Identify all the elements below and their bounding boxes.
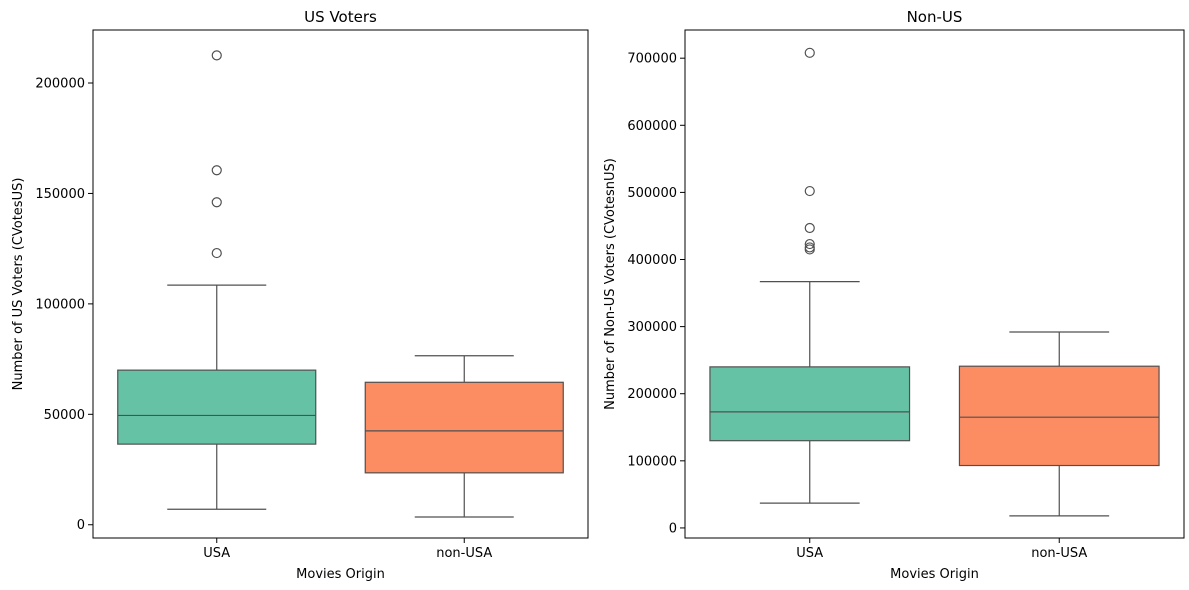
outlier-point [804, 244, 815, 255]
non-usa-box-group [958, 331, 1160, 517]
iqr-box [117, 369, 317, 445]
outlier-point [804, 47, 815, 58]
x-tick-label-non-usa: non-USA [436, 546, 492, 561]
iqr-box [364, 381, 564, 474]
non-us-voters-panel: 0 100000 200000 300000 400000 500000 600000 700… [603, 8, 1185, 582]
y-tick-label: 300000 [627, 320, 677, 335]
us-voters-panel: 0 50000 100000 150000 200000 USA non-USA US Vot… [11, 8, 589, 582]
outlier-point [804, 185, 815, 197]
y-axis-label: Number of Non-US Voters (CVotesnUS) [603, 158, 618, 410]
y-tick-label: 600000 [627, 119, 677, 134]
x-tick-label-usa: USA [203, 546, 230, 561]
y-tick-label: 150000 [35, 187, 85, 202]
outlier-point [211, 50, 222, 61]
plot-area-frame [92, 29, 589, 539]
outlier-point [804, 238, 815, 250]
iqr-box [709, 366, 911, 442]
outlier-point [211, 165, 222, 176]
y-tick-label: 200000 [35, 77, 85, 92]
x-tick-label-usa: USA [796, 546, 823, 561]
x-axis-label: Movies Origin [296, 567, 385, 582]
outlier-point [211, 247, 222, 259]
y-tick-label: 0 [77, 518, 85, 533]
y-tick-label: 100000 [35, 297, 85, 312]
usa-box-group [709, 47, 911, 504]
outlier-point [804, 242, 815, 253]
y-tick-label: 400000 [627, 253, 677, 268]
plot-area-frame [684, 29, 1185, 539]
us-voters-chart-title: US Voters [304, 8, 377, 26]
usa-box-group [117, 50, 317, 510]
y-tick-label: 0 [669, 521, 677, 536]
x-axis-label: Movies Origin [890, 567, 979, 582]
y-tick-label: 200000 [627, 387, 677, 402]
y-tick-label: 700000 [627, 52, 677, 67]
outlier-point [211, 197, 222, 208]
y-tick-label: 100000 [627, 454, 677, 469]
y-tick-label: 500000 [627, 186, 677, 201]
outlier-point [804, 222, 815, 234]
non-us-voters-chart-title: Non-US [907, 8, 963, 26]
iqr-box [958, 365, 1160, 467]
y-tick-label: 50000 [44, 408, 85, 423]
x-tick-label-non-usa: non-USA [1031, 546, 1087, 561]
non-usa-box-group [364, 355, 564, 518]
y-axis-label: Number of US Voters (CVotesUS) [11, 178, 26, 391]
